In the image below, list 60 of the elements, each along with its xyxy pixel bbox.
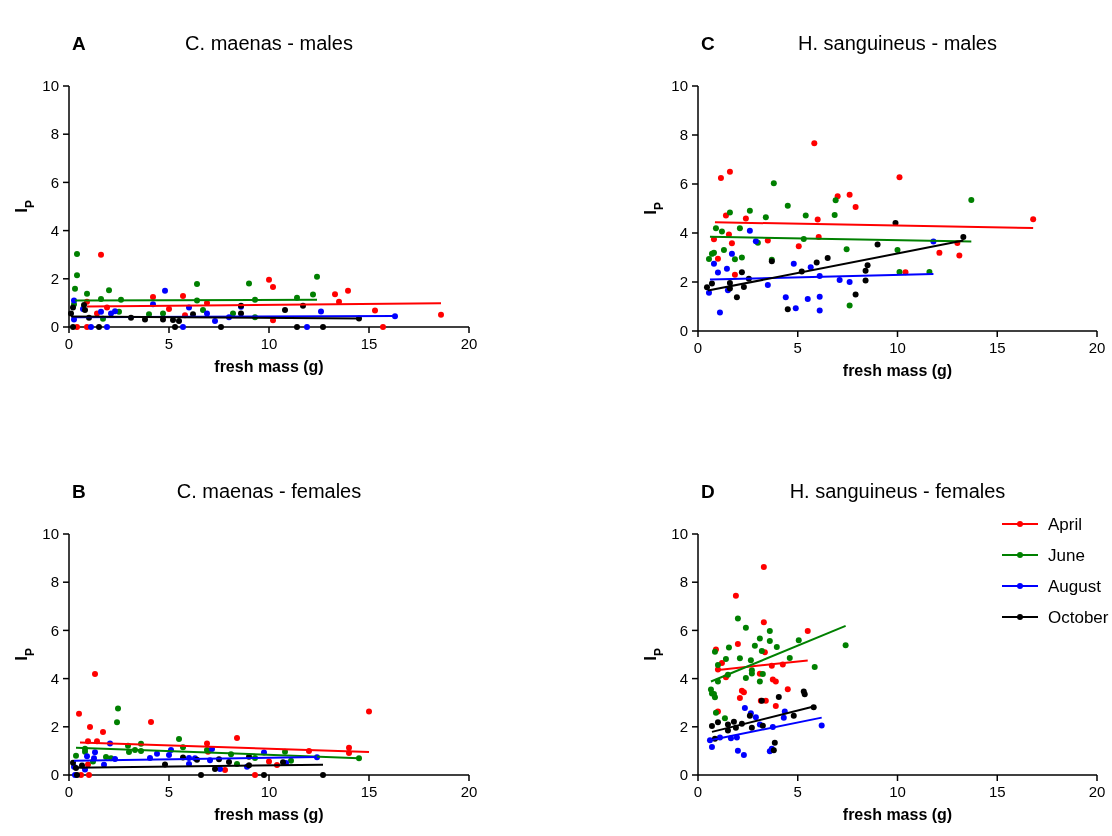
x-tick-label: 20 [1088,339,1106,356]
text: D [701,481,715,502]
y-tick-label: 8 [679,573,688,591]
chart-title: H. sanguineus - males [798,32,997,54]
x-tick-label: 5 [164,335,174,352]
x-axis-title: fresh mass (g) [214,358,324,375]
x-tick-label: 0 [693,339,703,356]
y-tick-label: 6 [679,175,688,193]
x-tick-label: 10 [260,783,278,800]
x-tick-label: 0 [64,783,74,800]
x-tick-label: 20 [1088,783,1106,800]
x-tick-label: 5 [793,783,802,800]
y-tick-label: 2 [679,718,688,736]
y-tick-label: 4 [679,224,688,242]
chart-title: C. maenas - males [185,32,353,54]
text: A [72,33,86,54]
y-tick-label: 8 [50,573,59,591]
y-tick-label: 0 [679,322,688,340]
legend-label: October [1048,607,1109,627]
y-tick-label: 4 [679,669,688,687]
y-tick-label: 10 [42,77,59,95]
x-tick-label: 0 [64,335,74,352]
x-tick-label: 15 [360,783,378,800]
x-tick-label: 0 [693,783,703,800]
x-tick-label: 10 [889,339,906,356]
x-tick-label: 5 [793,339,802,356]
legend-label: June [1048,545,1085,565]
y-tick-label: 8 [50,125,59,143]
x-axis-title: fresh mass (g) [842,806,953,823]
x-tick-label: 15 [988,339,1006,356]
x-tick-label: 10 [889,783,906,800]
y-tick-label: 6 [50,621,59,639]
y-tick-label: 6 [679,621,688,639]
y-tick-label: 4 [50,221,59,239]
y-tick-label: 10 [671,77,688,95]
y-tick-label: 4 [50,669,59,687]
x-tick-label: 15 [360,335,378,352]
y-tick-label: 6 [50,173,59,191]
y-tick-label: 10 [42,525,59,543]
text: C [701,33,715,54]
y-tick-label: 2 [50,270,59,288]
chart-title: H. sanguineus - females [789,480,1006,502]
y-tick-label: 0 [50,318,59,336]
y-tick-label: 8 [679,126,688,144]
x-axis-title: fresh mass (g) [842,362,953,379]
legend-label: April [1048,514,1083,534]
x-tick-label: 20 [460,783,478,800]
x-tick-label: 5 [164,783,174,800]
text: B [72,481,86,502]
y-tick-label: 0 [50,766,59,784]
chart-title: C. maenas - females [176,480,362,502]
x-axis-title: fresh mass (g) [214,806,324,823]
y-tick-label: 2 [679,273,688,291]
x-tick-label: 20 [460,335,478,352]
y-tick-label: 2 [50,718,59,736]
x-tick-label: 10 [260,335,278,352]
x-tick-label: 15 [988,783,1006,800]
legend-label: August [1048,576,1102,596]
y-tick-label: 0 [679,766,688,784]
y-tick-label: 10 [671,525,688,543]
